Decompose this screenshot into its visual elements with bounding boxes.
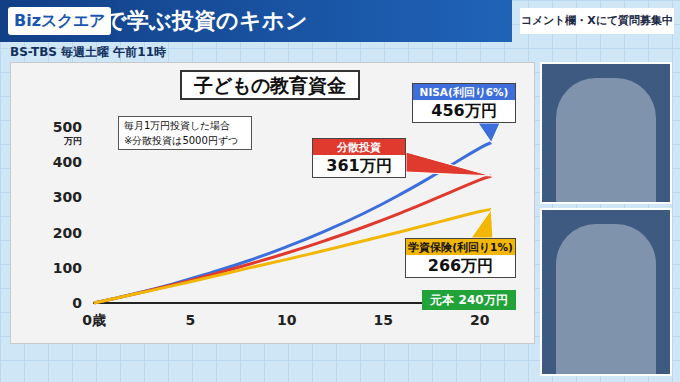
html-text:元本 240万円: 元本 240万円 — [430, 293, 508, 307]
html-text:分散投資: 分散投資 — [337, 141, 381, 153]
svg-text:10: 10 — [277, 312, 297, 328]
html-text:コメント欄・Xにて質問募集中: コメント欄・Xにて質問募集中 — [521, 14, 673, 27]
html-text:456万円: 456万円 — [431, 101, 497, 120]
svg-text:万円: 万円 — [63, 136, 82, 146]
html-text:BS-TBS 毎週土曜 午前11時: BS-TBS 毎週土曜 午前11時 — [10, 45, 166, 59]
html-text:学資保険(利回り1%): 学資保険(利回り1%) — [408, 241, 513, 253]
html-text:266万円: 266万円 — [427, 256, 494, 275]
html-text:子どもの教育資金: 子どもの教育資金 — [194, 74, 346, 96]
svg-text:100: 100 — [53, 260, 82, 276]
svg-text:5: 5 — [186, 312, 196, 328]
html-text:毎月1万円投資した場合: 毎月1万円投資した場合 — [124, 120, 231, 131]
html-text:NISA(利回り6%): NISA(利回り6%) — [419, 86, 509, 98]
html-text:Bizスクエアで学ぶ投資のキホン: Bizスクエアで学ぶ投資のキホン — [14, 8, 308, 33]
svg-text:0歳: 0歳 — [82, 312, 106, 328]
svg-text:400: 400 — [53, 154, 82, 170]
svg-text:20: 20 — [470, 312, 490, 328]
svg-text:0: 0 — [72, 295, 82, 311]
svg-text:500: 500 — [53, 119, 82, 135]
svg-text:300: 300 — [53, 189, 82, 205]
svg-text:200: 200 — [53, 225, 82, 241]
html-text:361万円: 361万円 — [326, 156, 392, 175]
svg-text:15: 15 — [374, 312, 393, 328]
html-text:※分散投資は5000円ずつ: ※分散投資は5000円ずつ — [124, 135, 238, 146]
